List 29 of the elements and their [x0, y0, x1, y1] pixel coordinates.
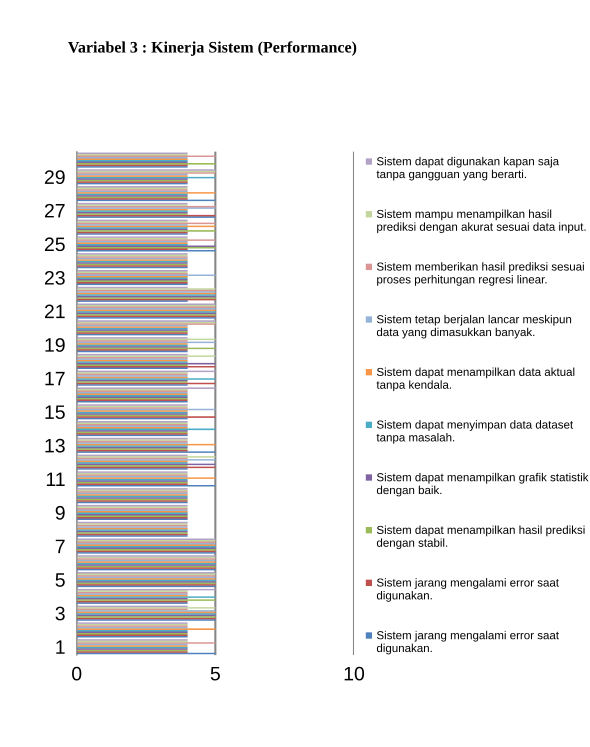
y-tick-label: 19 — [45, 338, 65, 352]
chart-title: Variabel 3 : Kinerja Sistem (Performance) — [68, 41, 356, 56]
legend-label: Sistem jarang mengalami error saat digunakan. — [376, 578, 559, 602]
y-tick-label: 1 — [56, 640, 65, 654]
y-tick-label: 21 — [44, 304, 65, 318]
legend-label: Sistem jarang mengalami error saat digunakan. — [376, 630, 559, 654]
y-tick-label: 23 — [44, 270, 65, 285]
y-tick-label: 27 — [44, 204, 65, 218]
legend-label: Sistem dapat digunakan kapan saja tanpa gangguan yang berarti. — [376, 156, 560, 180]
y-tick-label: 13 — [45, 438, 65, 453]
legend-label: Sistem dapat menyimpan data dataset tanpa masalah. — [376, 420, 574, 444]
y-tick-label: 3 — [56, 606, 65, 620]
x-tick-label: 10 — [344, 666, 364, 681]
x-tick-label: 0 — [72, 666, 82, 681]
x-tick-label: 5 — [210, 666, 220, 681]
legend-label: Sistem tetap berjalan lancar meskipun data yang dimasukkan banyak. — [376, 314, 572, 338]
y-tick-label: 11 — [46, 472, 65, 486]
y-tick-label: 25 — [44, 237, 65, 252]
legend-label: Sistem mampu menampilkan hasil prediksi dengan akurat sesuai data input. — [376, 210, 586, 234]
y-tick-label: 15 — [45, 405, 65, 420]
legend-label: Sistem dapat menampilkan hasil prediksi dengan stabil. — [376, 526, 585, 550]
y-tick-label: 17 — [45, 372, 65, 386]
legend-label: Sistem dapat menampilkan data aktual tanpa kendala. — [376, 368, 574, 392]
legend-label: Sistem memberikan hasil prediksi sesuai proses perhitungan regresi linear. — [376, 262, 584, 286]
legend-label: Sistem dapat menampilkan grafik statistik dengan baik. — [376, 472, 589, 496]
y-tick-label: 29 — [44, 170, 65, 184]
y-tick-label: 9 — [56, 506, 65, 520]
y-tick-label: 5 — [56, 573, 65, 587]
y-tick-label: 7 — [56, 540, 65, 554]
